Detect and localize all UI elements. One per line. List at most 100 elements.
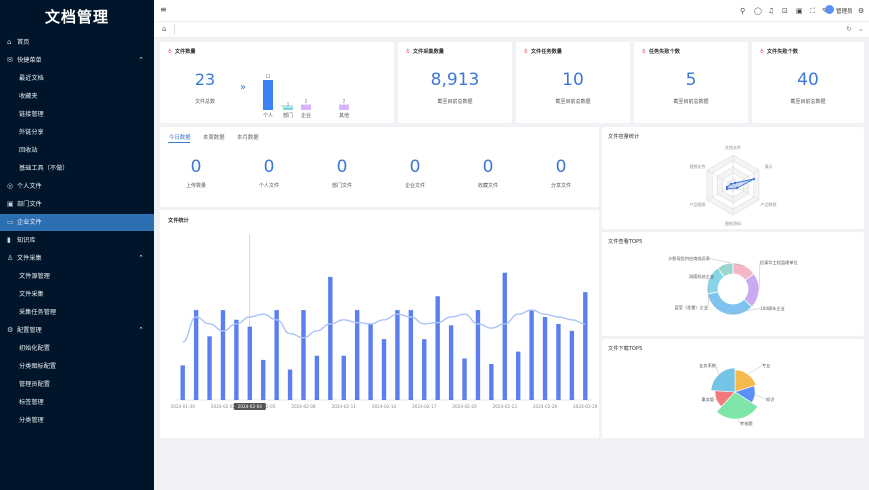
donut-label: 蓝莹（花雷）企业 [674,304,708,311]
today-label: 收藏文件 [477,183,498,189]
tasks-value: 10 [562,70,584,90]
today-value: 0 [263,157,275,177]
home-tab-icon[interactable]: ⌂ [162,25,167,33]
fullscreen-icon[interactable]: ⛶ [810,7,815,15]
search-icon[interactable]: ⚲ [740,7,746,15]
donut-label: 100周年企业 [760,305,785,312]
menu-item[interactable]: ✉ 快捷菜单 ⌃ [0,52,154,69]
menu-item[interactable]: ▮ 知识库 [0,232,154,249]
refresh-icon[interactable]: ↻ [846,25,852,33]
tasks-title: 文件任务数量 [530,49,562,55]
submenu-item[interactable]: 分类图标配置 [0,358,154,375]
radar-title: 文件容量统计 [608,134,640,140]
chevron-down-icon[interactable]: ⌄ [858,25,864,33]
menu-item[interactable]: ⌂ 首页 [0,34,154,51]
message-icon[interactable]: ◯ [754,7,762,15]
submenu-item[interactable]: 管理员配置 [0,376,154,393]
submenu-item[interactable]: 文件采集 [0,286,154,303]
x-tick-label: 2024-02-14 [372,404,397,409]
user-name[interactable]: 管理员 [836,9,853,15]
tab-period[interactable]: 本周数据 [203,135,225,141]
tasks-card: ♁ 文件任务数量 10 截至目前总数据 [516,42,630,123]
menu-label: 分类管理 [19,417,44,424]
menu-label: 部门文件 [17,201,42,208]
menu-label: 文件采集 [17,255,42,262]
donut-slice [706,291,753,316]
bar-2024-02-22 [489,364,494,400]
bar-2024-02-05 [261,359,266,400]
bell-icon[interactable]: ♫ [768,7,775,15]
menu-item[interactable]: ♙ 文件采集 ⌃ [0,250,154,267]
today-label: 企业文件 [404,183,425,189]
today-label: 部门文件 [331,183,352,189]
x-tick-label: 2024-02-08 [291,404,316,409]
submenu-item[interactable]: 初始化配置 [0,340,154,357]
menu-label: 企业文件 [17,219,42,226]
bar-2024-02-07 [287,369,293,400]
hamburger-icon[interactable]: ≡ [160,5,167,14]
submenu-item[interactable]: 基础工具（不做） [0,160,154,177]
submenu-item[interactable]: 文件源管理 [0,268,154,285]
tab-bar: ⌂ ↻ ⌄ [154,22,869,38]
radar-indicator: 图纸资料 [725,220,741,226]
today-label: 上传数量 [185,183,206,189]
total-files-label: 文件总数 [194,99,215,105]
menu-item[interactable]: ▭ 企业文件 [0,214,154,231]
menu-label: 链接管理 [19,111,44,118]
donut-leader [709,258,745,267]
menu-item[interactable]: ▣ 部门文件 [0,196,154,213]
collect-card: ♁ 文件采集数量 8,913 截至目前总数据 [398,42,512,123]
chevron-up-icon: ⌃ [138,254,144,262]
bar-部门 [283,107,293,110]
submenu-item[interactable]: 回收站 [0,142,154,159]
pie-label: 知识 [766,396,774,403]
active-tab-underline [168,142,190,143]
lock-icon[interactable]: ⊡ [782,7,788,15]
submenu-item[interactable]: 链接管理 [0,106,154,123]
submenu-item[interactable]: 收藏夹 [0,88,154,105]
file-count-title: 文件数量 [174,49,196,55]
view-top5-card: 文件查看TOP5 沙影现货供应商成员表 信泰华工程监理单位 100周年企业 蓝莹（花雷… [602,232,864,336]
tab-period[interactable]: 本月数据 [237,135,259,141]
x-tick-label: 2024-02-26 [533,404,558,409]
tasks-caption: 截至目前总数据 [555,99,591,105]
today-value: 0 [336,157,348,177]
radar-point [729,182,733,186]
menu-label: 最近文档 [19,75,44,82]
submenu-item[interactable]: 采集任务管理 [0,304,154,321]
bar-2024-02-18 [435,296,440,400]
settings-icon: ⚙ [7,326,14,334]
bar-2024-02-17 [422,339,427,400]
avatar[interactable] [825,5,834,14]
pin-icon: ♁ [168,49,172,55]
today-value: 0 [555,157,567,177]
tab-period[interactable]: 今日数据 [169,135,191,141]
submenu-item[interactable]: 分类管理 [0,412,154,429]
pie-label: 考核题 [740,420,753,427]
bar-个人 [263,80,273,110]
bar-2024-02-19 [448,325,454,400]
radar-point [725,185,729,189]
menu-label: 初始化配置 [19,345,50,352]
submenu-item[interactable]: 标签管理 [0,394,154,411]
pin-icon: ♁ [642,49,646,55]
document-icon[interactable]: ▣ [796,7,803,15]
submenu-item[interactable]: 外链分享 [0,124,154,141]
bar-value: 2 [343,99,346,104]
donut-title: 文件查看TOP5 [608,239,643,245]
mail-icon: ✉ [7,56,13,64]
bar-2024-02-06 [274,310,279,400]
bar-2024-02-15 [395,310,400,400]
menu-label: 收藏夹 [19,93,38,100]
user-circle-icon: ◎ [7,182,14,190]
radar-spoke [706,184,734,201]
translate-icon[interactable]: ✎ [822,7,828,15]
file-fail-caption: 截至目前总数据 [790,99,826,105]
gear-icon[interactable]: ⚙ [858,7,865,15]
menu-item[interactable]: ⚙ 配置管理 ⌃ [0,322,154,339]
radar-point [725,187,729,191]
donut-label: 润德科技企业 [689,273,714,280]
menu-item[interactable]: ◎ 个人文件 [0,178,154,195]
bar-2024-02-25 [529,310,534,400]
submenu-item[interactable]: 最近文档 [0,70,154,87]
